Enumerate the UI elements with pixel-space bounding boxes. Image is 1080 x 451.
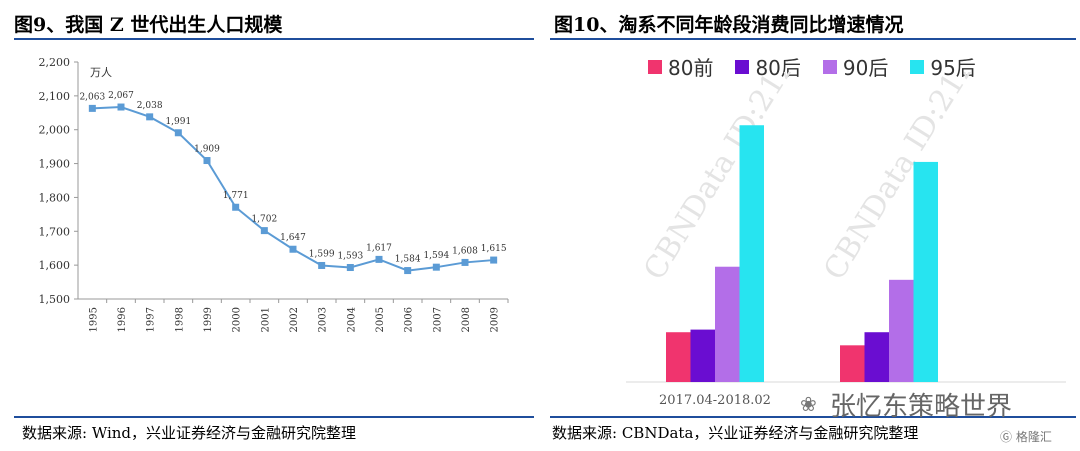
y-tick-label: 2,200: [39, 56, 71, 69]
data-label: 1,615: [481, 244, 507, 254]
data-point: [346, 264, 354, 272]
legend-label: 95后: [930, 56, 976, 80]
watermark-1: CBNData ID:21264: [637, 72, 823, 286]
legend-swatch: [648, 59, 662, 74]
y-tick-label: 2,000: [39, 124, 71, 137]
legend-label: 90后: [842, 56, 889, 80]
x-tick-label: 2001: [260, 307, 271, 332]
legend-label: 80前: [668, 56, 714, 80]
data-label: 1,617: [366, 243, 392, 253]
data-label: 1,991: [165, 117, 191, 127]
x-tick-label: 2002: [289, 307, 300, 332]
data-point: [490, 256, 498, 264]
data-point: [146, 113, 154, 121]
data-point: [461, 258, 469, 266]
left-bottom-rule: [14, 416, 534, 418]
unit-label: 万人: [90, 66, 112, 79]
data-point: [289, 245, 297, 253]
x-tick-label: 2004: [346, 307, 357, 332]
data-point: [375, 255, 383, 263]
right-chart-title: 图10、淘系不同年龄段消费同比增速情况: [554, 14, 904, 36]
data-point: [88, 104, 96, 112]
legend-label: 80后: [755, 56, 801, 80]
data-label: 2,063: [79, 92, 105, 102]
data-label: 1,608: [452, 246, 478, 256]
left-source: 数据来源: Wind，兴业证券经济与金融研究院整理: [22, 424, 357, 442]
bar-80后: [864, 332, 889, 382]
legend-swatch: [910, 59, 925, 74]
bar-90后: [889, 279, 914, 382]
right-panel: 图10、淘系不同年龄段消费同比增速情况 80前 80后 90后 95后 CBNData…: [540, 0, 1080, 451]
data-label: 1,909: [194, 145, 220, 155]
data-point: [404, 267, 412, 275]
data-label: 1,647: [280, 233, 306, 243]
y-tick-label: 1,700: [39, 225, 71, 238]
data-label: 1,599: [309, 249, 335, 259]
y-tick-label: 2,100: [39, 90, 71, 103]
wechat-watermark: 张忆东策略世界: [830, 392, 1013, 422]
x-tick-label: 1995: [88, 307, 99, 332]
data-label: 1,593: [337, 252, 363, 262]
x-tick-label: 1997: [146, 307, 157, 332]
data-point: [203, 157, 211, 165]
legend-item: 90后: [822, 52, 889, 81]
y-tick-label: 1,600: [39, 259, 71, 272]
x-tick-label: 2007: [432, 307, 443, 332]
right-bottom-rule: [550, 416, 1076, 418]
right-source: 数据来源: CBNData，兴业证券经济与金融研究院整理: [552, 424, 919, 442]
data-point: [232, 203, 240, 211]
bar-95后: [739, 125, 764, 383]
x-tick-label: 2000: [232, 307, 243, 332]
data-label: 1,771: [223, 191, 249, 201]
left-title-rule: [14, 38, 534, 40]
legend-item: 80后: [735, 52, 801, 81]
population-line-chart: 1,500 1,600 1,700 1,800 1,900 2,000 2,100 2,200…: [39, 56, 509, 332]
data-label: 1,702: [251, 215, 277, 225]
bar-80前: [840, 345, 865, 382]
data-label: 1,584: [395, 255, 421, 265]
data-label: 2,067: [108, 91, 134, 101]
x-tick-label: 1998: [174, 307, 185, 332]
data-point: [117, 103, 125, 111]
watermark-2: CBNData ID:21264: [817, 72, 1003, 286]
data-label: 1,594: [423, 251, 449, 261]
data-point: [174, 129, 182, 137]
data-label: 2,038: [137, 101, 163, 111]
left-panel: 图9、我国 Z 世代出生人口规模 1,500 1,600 1,700 1,800 1,9…: [14, 14, 534, 442]
y-tick-label: 1,800: [39, 191, 71, 204]
bar-chart-legend: 80前 80后 90后 95后: [648, 52, 976, 81]
bar-80后: [690, 329, 715, 382]
data-point: [260, 227, 268, 235]
bar-80前: [666, 332, 691, 382]
bar-90后: [715, 266, 740, 382]
data-point: [432, 263, 440, 271]
wechat-icon: ❀: [800, 392, 817, 416]
left-chart-title: 图9、我国 Z 世代出生人口规模: [14, 14, 283, 36]
gelonghui-badge: Ⓖ 格隆汇: [1000, 430, 1052, 444]
y-tick-label: 1,500: [39, 293, 71, 306]
bar-95后: [913, 161, 938, 382]
x-tick-label: 2005: [375, 307, 386, 332]
right-title-rule: [550, 38, 1076, 40]
legend-item: 80前: [648, 52, 713, 81]
y-tick-label: 1,900: [39, 158, 71, 171]
x-tick-label: 2003: [318, 307, 329, 332]
x-tick-label: 2009: [490, 307, 501, 332]
badge-label: 格隆汇: [1015, 430, 1052, 444]
data-point: [318, 261, 326, 269]
legend-swatch: [735, 59, 750, 74]
x-tick-label: 2008: [461, 307, 472, 332]
category-label: 2017.04-2018.02: [659, 393, 771, 408]
legend-swatch: [822, 59, 837, 74]
x-tick-label: 1999: [203, 307, 214, 332]
legend-item: 95后: [910, 52, 976, 81]
x-tick-label: 2006: [404, 307, 415, 332]
x-tick-label: 1996: [117, 307, 128, 332]
